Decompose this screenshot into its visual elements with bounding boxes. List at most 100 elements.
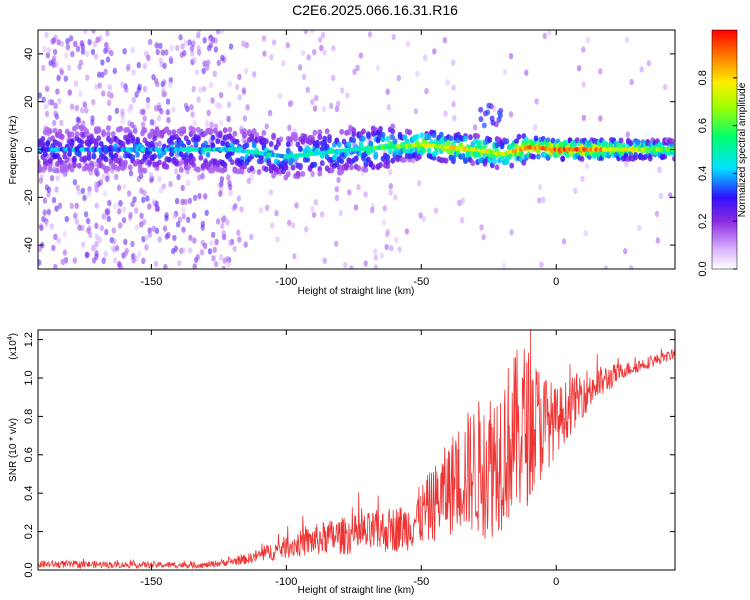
ridge-cell — [210, 142, 216, 149]
noise-cell — [573, 187, 578, 195]
noise-cell — [212, 246, 217, 253]
noise-cell — [343, 261, 348, 269]
ridge-cell — [152, 135, 158, 142]
ridge-cell — [402, 134, 408, 141]
noise-cell — [73, 80, 79, 87]
noise-cell — [176, 173, 181, 181]
noise-cell — [76, 117, 82, 124]
x-tick-label: -100 — [275, 576, 297, 588]
noise-cell — [271, 39, 277, 46]
noise-cell — [226, 261, 231, 268]
x-tick-label: -50 — [413, 576, 429, 588]
noise-cell — [347, 189, 352, 196]
noise-cell — [59, 40, 65, 47]
noise-cell — [101, 90, 106, 97]
ridge-cell — [368, 140, 374, 147]
ridge-cell — [263, 166, 269, 173]
noise-cell — [239, 206, 244, 213]
ridge-cell — [130, 134, 136, 141]
noise-cell — [423, 54, 428, 61]
noise-cell — [113, 203, 118, 210]
ridge-cell — [183, 152, 189, 159]
ridge-cell — [242, 163, 247, 170]
noise-cell — [213, 260, 219, 268]
noise-cell — [213, 46, 219, 53]
noise-cell — [197, 174, 202, 181]
noise-cell — [340, 87, 345, 94]
ridge-cell — [67, 150, 72, 157]
noise-cell — [126, 190, 132, 197]
noise-cell — [80, 107, 85, 114]
ridge-cell — [370, 164, 376, 171]
noise-cell — [192, 119, 197, 127]
noise-cell — [156, 114, 162, 122]
noise-cell — [42, 197, 48, 204]
noise-cell — [65, 44, 71, 51]
noise-cell — [137, 83, 142, 91]
noise-cell — [201, 85, 207, 93]
ridge-cell — [169, 140, 175, 147]
ridge-cell — [463, 135, 468, 142]
noise-cell — [198, 86, 203, 94]
noise-cell — [192, 56, 197, 63]
spectrogram-plot — [38, 30, 675, 269]
noise-cell — [143, 50, 149, 57]
ridge-cell — [229, 159, 235, 166]
ridge-cell — [45, 140, 51, 147]
noise-cell — [220, 54, 225, 62]
ridge-cell — [195, 136, 201, 143]
ridge-cell — [344, 164, 349, 171]
noise-cell — [87, 190, 92, 197]
noise-cell — [502, 68, 507, 76]
ridge-cell — [125, 138, 131, 145]
ridge-cell — [152, 153, 158, 160]
noise-cell — [189, 104, 194, 111]
noise-cell — [68, 35, 74, 42]
noise-cell — [219, 30, 225, 35]
ridge-cell — [621, 142, 626, 149]
ridge-cell — [106, 125, 111, 132]
ridge-cell — [285, 171, 291, 178]
snr-y-axis-label: SNR (10 * v/v) — [8, 418, 19, 482]
noise-cell — [44, 110, 50, 118]
noise-cell — [171, 106, 176, 113]
noise-cell — [134, 207, 139, 214]
ridge-cell — [120, 165, 126, 172]
noise-cell — [379, 252, 385, 259]
noise-cell — [363, 260, 368, 267]
ridge-cell — [470, 160, 476, 167]
noise-cell — [82, 194, 87, 202]
ridge-cell — [390, 123, 396, 130]
noise-cell — [145, 96, 151, 104]
ridge-cell — [76, 162, 82, 169]
noise-cell — [270, 222, 275, 229]
noise-cell — [139, 187, 144, 194]
noise-cell — [219, 181, 224, 188]
noise-cell — [169, 44, 174, 52]
noise-cell — [287, 124, 292, 131]
ridge-cell — [431, 132, 437, 139]
ridge-cell — [380, 136, 386, 142]
ridge-cell — [514, 138, 519, 145]
ridge-cell — [317, 166, 323, 172]
noise-cell — [180, 184, 185, 192]
ridge-cell — [69, 166, 75, 173]
noise-cell — [172, 234, 177, 242]
noise-cell — [62, 249, 68, 256]
snr-multiplier-exp: 4 — [7, 336, 14, 340]
noise-cell — [38, 177, 43, 184]
noise-cell — [415, 70, 420, 77]
colorbar-gradient — [711, 29, 738, 270]
noise-cell — [202, 37, 207, 44]
noise-cell — [139, 212, 144, 219]
noise-cell — [168, 55, 173, 63]
ridge-cell — [271, 132, 276, 139]
ridge-cell — [536, 153, 541, 160]
noise-cell — [445, 79, 450, 86]
noise-cell — [303, 30, 309, 35]
noise-cell — [329, 102, 334, 110]
noise-cell — [657, 166, 662, 173]
x-tick-label: 0 — [553, 576, 559, 588]
noise-cell — [306, 54, 311, 61]
noise-cell — [102, 190, 108, 197]
